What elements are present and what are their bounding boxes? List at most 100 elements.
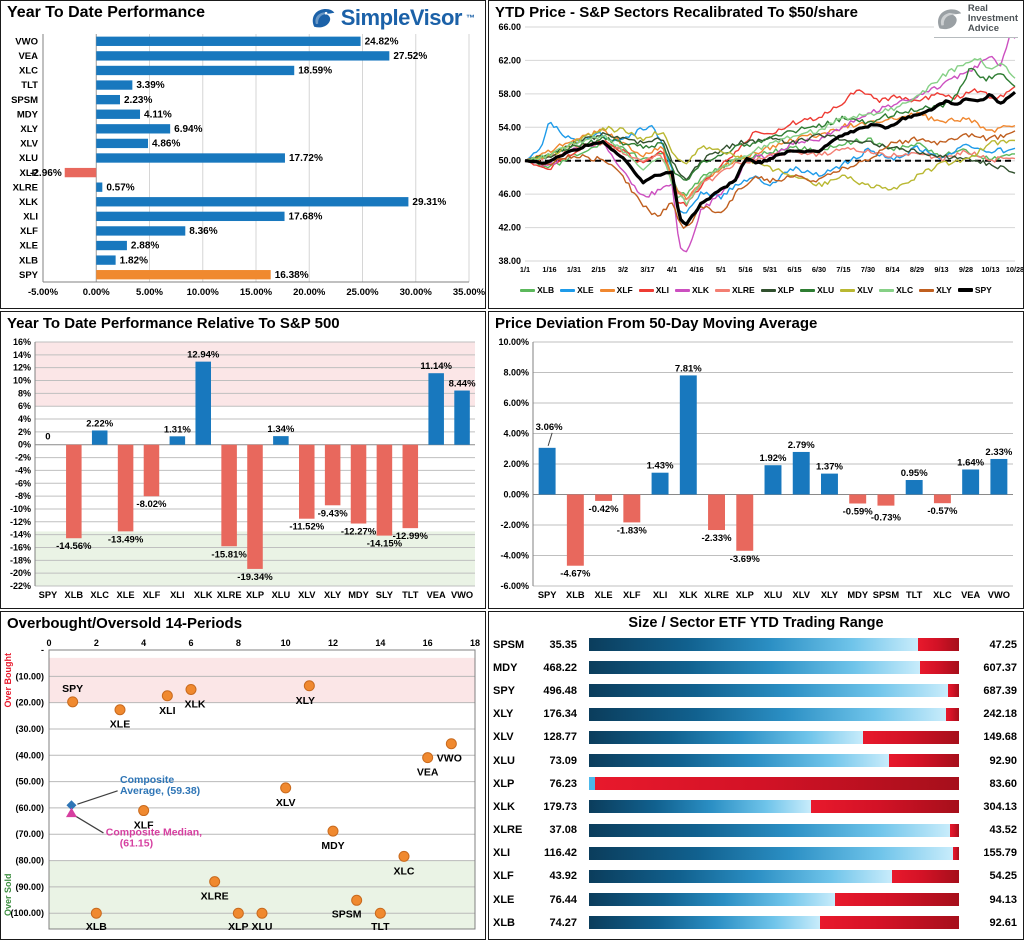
bar-XLV (299, 444, 315, 519)
series-XLRE (524, 141, 1016, 201)
range-row-MDY: MDY 468.22 607.37 (493, 656, 1017, 679)
x-tick-label: 9/28 (959, 265, 973, 274)
x-tick-label: 1/16 (542, 265, 556, 274)
value-label-SPY: 3.06% (536, 422, 563, 433)
simplevisor-tm: ™ (466, 13, 475, 23)
legend-label-XLI: XLI (655, 285, 669, 296)
range-bar-blue-XLF (589, 869, 893, 883)
y-tick-label: -22% (10, 581, 31, 591)
point-label-XLB: XLB (86, 921, 107, 933)
range-bar-blue-XLB (589, 916, 821, 930)
range-bar-XLY (589, 707, 959, 721)
bar-XLU (764, 465, 782, 495)
category-label-XLV: XLV (298, 590, 316, 600)
marker-composite-average (66, 800, 77, 811)
range-low-XLP: 76.23 (549, 777, 577, 790)
category-label-XLU: XLU (272, 590, 291, 600)
range-bar-XLU (589, 754, 959, 768)
range-bar-XLK (589, 800, 959, 814)
value-label-MDY: 4.11% (144, 109, 172, 120)
category-label-XLB: XLB (65, 590, 84, 600)
range-ticker-XLB: XLB (493, 916, 515, 929)
category-label-XLI: XLI (170, 590, 184, 600)
point-VWO (445, 738, 457, 750)
x-tick-label: 1/1 (520, 265, 530, 274)
value-label-XLRE: -2.33% (701, 533, 732, 544)
x-tick-label: 1/31 (567, 265, 581, 274)
legend-item-XLE: XLE (560, 285, 594, 295)
x-tick-label: 4 (141, 638, 146, 648)
category-label-XLP: XLP (736, 590, 754, 600)
value-label-MDY: -12.27% (341, 527, 377, 538)
value-label-SPSM: -0.73% (871, 513, 902, 524)
point-XLF (138, 805, 150, 817)
panel-title-overbought: Overbought/Oversold 14-Periods (7, 615, 243, 632)
legend-swatch-XLRE (714, 288, 730, 292)
bar-XLK (679, 375, 697, 495)
y-tick-label: -2.00% (500, 520, 529, 530)
value-label-XLU: 1.34% (267, 424, 294, 435)
y-tick-label: 0.00% (503, 490, 529, 500)
category-label-TLT: TLT (906, 590, 923, 600)
range-row-XLY: XLY 176.34 242.18 (493, 703, 1017, 726)
category-label-VEA: VEA (961, 590, 980, 600)
y-tick-label: -12% (10, 517, 31, 527)
ria-line-3: Advice (967, 22, 999, 34)
legend-swatch-XLF (599, 288, 615, 292)
bar-XLV (96, 138, 149, 149)
value-label-VWO: 2.33% (985, 447, 1012, 458)
y-tick-label: -16% (10, 543, 31, 553)
range-row-XLV: XLV 128.77 149.68 (493, 726, 1017, 749)
bar-XLE (595, 494, 613, 502)
x-tick-label: 20.00% (293, 287, 326, 298)
point-TLT (374, 907, 386, 919)
range-bar-XLE (589, 893, 959, 907)
range-bar-blue-SPY (589, 684, 948, 698)
bar-MDY (96, 109, 141, 119)
x-tick-label: 10/28 (1006, 265, 1023, 274)
value-label-TLT: -12.99% (393, 531, 429, 542)
legend-item-XLI: XLI (638, 285, 669, 296)
y-tick-label: -4% (15, 466, 31, 476)
ytd-performance-chart: -5.00% 0.00% 5.00% 10.00% 15.00% 20.00% 25.00%… (11, 34, 485, 298)
x-tick-label: 8 (236, 638, 241, 648)
x-tick-label: 3/17 (640, 265, 654, 274)
range-bar-red-XLY (946, 707, 959, 721)
bar-XLY (324, 444, 341, 506)
range-high-XLB: 92.61 (989, 916, 1017, 929)
bar-XLF (143, 444, 160, 497)
bar-XLB (566, 494, 584, 566)
value-label-XLV: -11.52% (289, 522, 324, 533)
range-bar-red-XLV (862, 730, 959, 744)
value-label-XLRE: -15.81% (211, 550, 247, 561)
legend-swatch-XLU (800, 288, 816, 292)
x-tick-label: 4/1 (667, 265, 677, 274)
range-row-XLU: XLU 73.09 92.90 (493, 749, 1017, 772)
simplevisor-logo: SimpleVisor ™ (309, 4, 475, 32)
value-label-VWO: 8.44% (449, 379, 476, 390)
category-label-XLK: XLK (19, 197, 38, 208)
point-XLE (114, 704, 126, 716)
y-tick-label: -14% (10, 530, 31, 540)
point-XLU (256, 907, 268, 919)
category-label-XLE: XLE (595, 590, 613, 600)
category-label-SPSM: SPSM (873, 590, 900, 600)
bar-VWO (990, 459, 1008, 495)
legend-item-SPY: SPY (957, 285, 992, 296)
value-label-TLT: 0.95% (901, 468, 928, 479)
range-row-SPY: SPY 496.48 687.39 (493, 679, 1017, 702)
x-tick-label: 16 (423, 638, 433, 648)
legend-swatch-XLI (638, 288, 654, 292)
value-label-XLF: -1.83% (617, 526, 648, 537)
point-label-MDY: MDY (321, 840, 344, 852)
panel-title-ytd-relative: Year To Date Performance Relative To S&P… (7, 315, 340, 332)
y-tick-label: - (41, 645, 44, 655)
category-label-XLRE: XLRE (13, 182, 38, 193)
legend-label-SPY: SPY (974, 285, 992, 296)
range-row-XLF: XLF 43.92 54.25 (493, 865, 1017, 888)
y-tick-label: 14% (13, 350, 31, 360)
category-label-SPY: SPY (19, 270, 39, 281)
x-tick-label: 9/13 (934, 265, 948, 274)
range-bar-blue-XLP (589, 777, 595, 791)
x-tick-label: 12 (328, 638, 338, 648)
